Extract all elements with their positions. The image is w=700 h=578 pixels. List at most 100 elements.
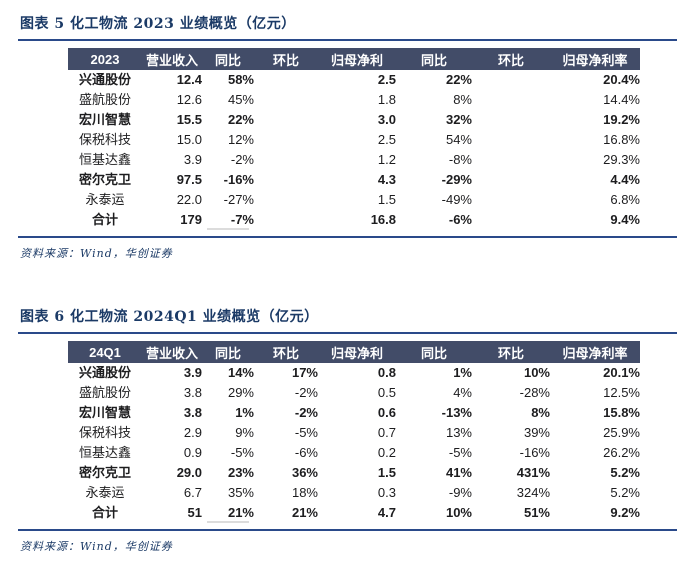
report-page: 图表 5 化工物流 2023 业绩概览（亿元） 2023 营业收入 同比 环比 归母净利… [0,0,700,554]
value-cell: 179 [180,212,202,227]
value-cell: 22.0 [176,192,202,207]
column-header: 同比 [396,341,472,363]
value-cell: 21% [291,505,318,520]
value-cell [472,90,550,110]
figure-6-bottom-rule [18,529,677,531]
company-name-cell: 恒基达鑫 [78,152,131,167]
value-cell: 6.7 [183,485,202,500]
column-header: 环比 [472,341,550,363]
company-name-cell: 盛航股份 [78,92,131,107]
table-row: 合计 51 21% 21% 4.7 10% 51% 9.2% [68,503,640,523]
figure-6-title-rule [18,332,677,334]
value-cell: -28% [519,385,550,400]
value-cell: 3.9 [183,152,202,167]
figure-6-table: 24Q1 营业收入 同比 环比 归母净利 同比 环比 归母净利率 兴通股份 3.9 14% 17% 0… [68,341,640,523]
figure-5-bottom-rule [18,236,677,238]
value-cell: 8% [453,92,472,107]
value-cell: 58% [227,72,254,87]
column-header: 归母净利率 [550,341,640,363]
value-cell [472,150,550,170]
table-row: 宏川智慧 15.5 22% 3.0 32% 19.2% [68,110,640,130]
value-cell: -16% [223,172,254,187]
column-header: 环比 [472,48,550,70]
value-cell: 0.8 [377,365,396,380]
value-cell: 20.4% [603,72,640,87]
value-cell: 20.1% [603,365,640,380]
value-cell: 15.5 [176,112,202,127]
value-cell: 3.9 [183,365,202,380]
value-cell [472,170,550,190]
value-cell: 9.2% [610,505,640,520]
value-cell: 0.7 [377,425,396,440]
value-cell: -49% [441,192,472,207]
figure-6-section: 图表 6 化工物流 2024Q1 业绩概览（亿元） 24Q1 营业收入 同比 环比 归母… [0,307,700,554]
value-cell: 4% [453,385,472,400]
company-name-cell: 合计 [91,212,118,227]
value-cell: 1% [453,365,472,380]
value-cell: 12% [227,132,254,147]
column-header: 环比 [254,341,318,363]
value-cell: -2% [294,405,318,420]
value-cell: 0.6 [377,405,396,420]
figure-5-section: 图表 5 化工物流 2023 业绩概览（亿元） 2023 营业收入 同比 环比 归母净利… [0,14,700,261]
value-cell [472,130,550,150]
table-row: 盛航股份 12.6 45% 1.8 8% 14.4% [68,90,640,110]
column-header: 营业收入 [142,341,202,363]
value-cell [254,90,318,110]
value-cell: 1.5 [377,465,396,480]
value-cell: -5% [448,445,472,460]
value-cell [472,210,550,230]
value-cell: 2.5 [377,132,396,147]
value-cell: 12.4 [176,72,202,87]
company-name-cell: 永泰运 [85,485,125,500]
value-cell: 18% [291,485,318,500]
figure-6-source-note: 资料来源：Wind，华创证券 [20,540,173,553]
value-cell: 1.2 [377,152,396,167]
value-cell: -27% [223,192,254,207]
value-cell: -7% [202,210,254,230]
value-cell: 29.0 [176,465,202,480]
value-cell: 8% [531,405,550,420]
company-name-cell: 宏川智慧 [78,405,131,420]
table-row: 恒基达鑫 3.9 -2% 1.2 -8% 29.3% [68,150,640,170]
value-cell: 51% [523,505,550,520]
value-cell: 22% [445,72,472,87]
table-row: 兴通股份 3.9 14% 17% 0.8 1% 10% 20.1% [68,363,640,383]
value-cell: 17% [291,365,318,380]
column-header: 同比 [202,341,254,363]
value-cell: 29.3% [603,152,640,167]
value-cell: -5% [230,445,254,460]
value-cell: -2% [230,152,254,167]
value-cell: 32% [445,112,472,127]
value-cell [254,70,318,90]
value-cell: 14% [227,365,254,380]
value-cell: 0.2 [377,445,396,460]
value-cell: 3.0 [377,112,396,127]
figure-5-table: 2023 营业收入 同比 环比 归母净利 同比 环比 归母净利率 兴通股份 12.4 58% 2.5… [68,48,640,230]
company-name-cell: 盛航股份 [78,385,131,400]
value-cell: 14.4% [603,92,640,107]
value-cell: 12.5% [603,385,640,400]
value-cell: 54% [445,132,472,147]
value-cell: 15.0 [176,132,202,147]
column-header: 同比 [396,48,472,70]
company-name-cell: 密尔克卫 [78,465,131,480]
value-cell: 10% [523,365,550,380]
value-cell: 21% [202,503,254,523]
value-cell: 4.4% [610,172,640,187]
value-cell: 0.9 [183,445,202,460]
table-row: 宏川智慧 3.8 1% -2% 0.6 -13% 8% 15.8% [68,403,640,423]
table-row: 保税科技 2.9 9% -5% 0.7 13% 39% 25.9% [68,423,640,443]
value-cell: 29% [227,385,254,400]
value-cell: 22% [227,112,254,127]
table-row: 密尔克卫 29.0 23% 36% 1.5 41% 431% 5.2% [68,463,640,483]
figure-6-title: 图表 6 化工物流 2024Q1 业绩概览（亿元） [20,309,319,325]
value-cell: -9% [448,485,472,500]
value-cell: 4.7 [377,505,396,520]
value-cell: -8% [448,152,472,167]
value-cell: 324% [516,485,550,500]
table-header-row: 2023 营业收入 同比 环比 归母净利 同比 环比 归母净利率 [68,48,640,70]
value-cell [254,170,318,190]
value-cell: 41% [445,465,472,480]
value-cell: 6.8% [610,192,640,207]
